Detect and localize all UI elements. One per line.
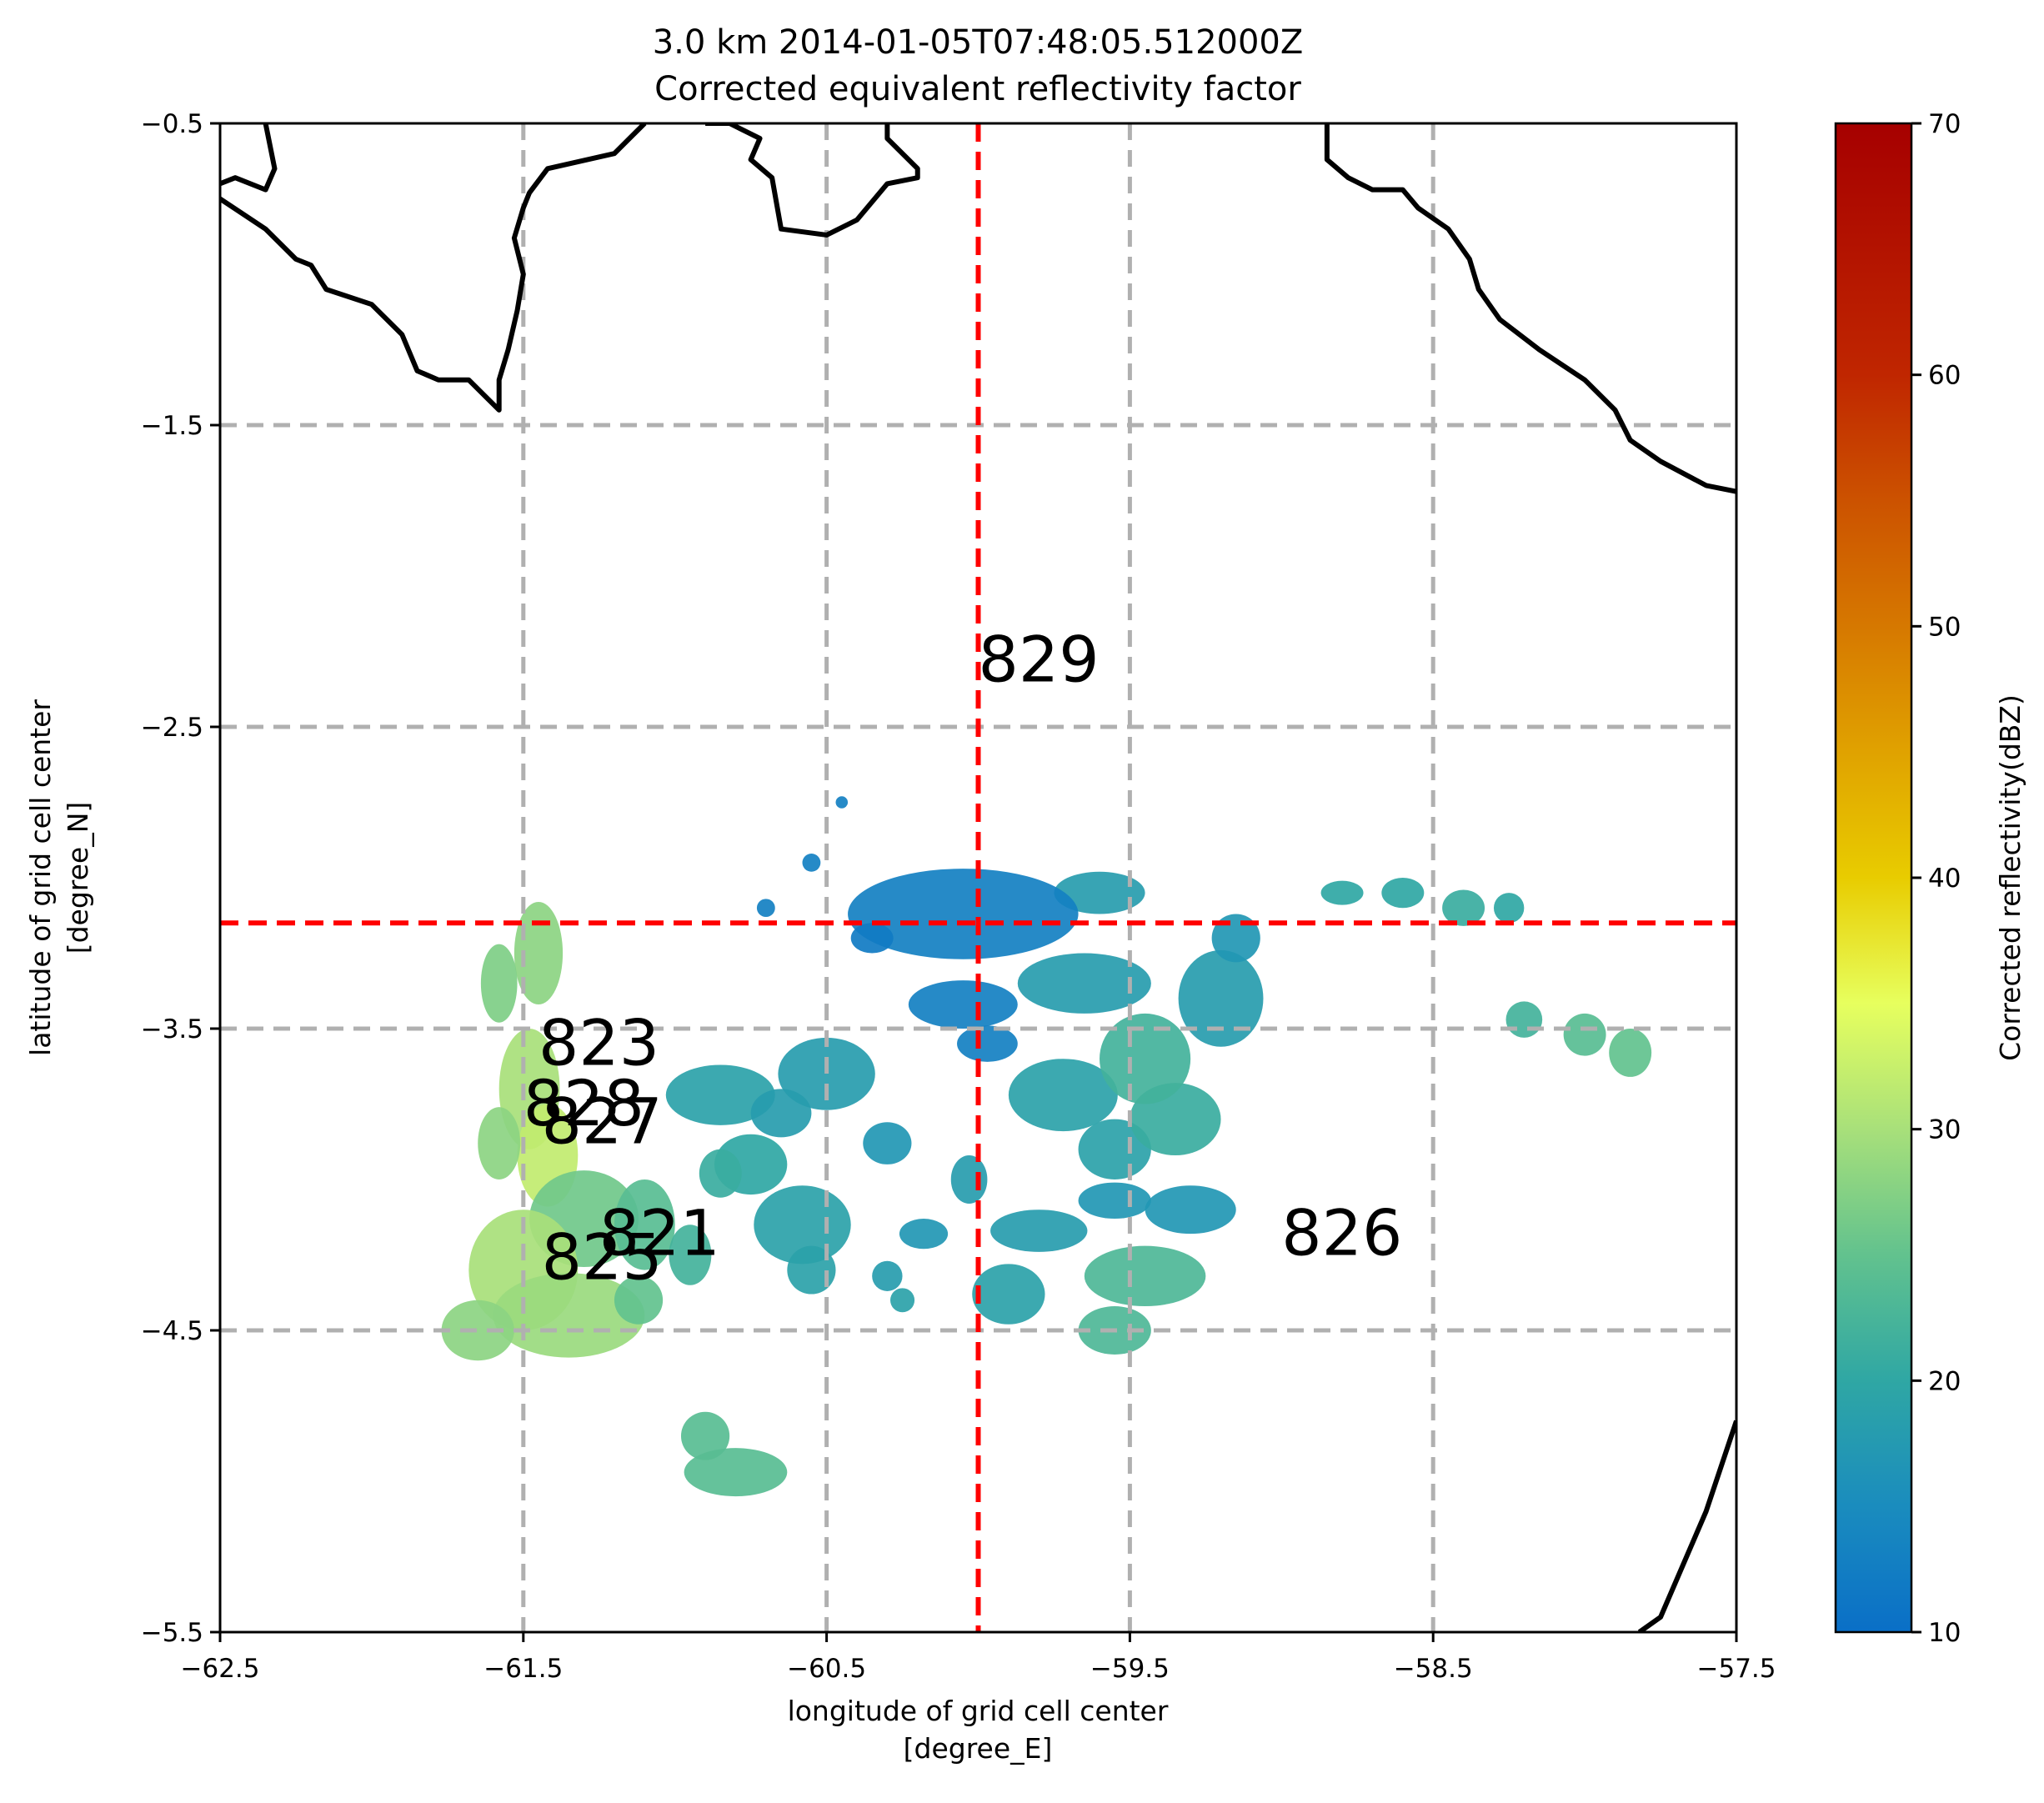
y-tick-label: −2.5	[141, 713, 203, 743]
x-tick-label: −58.5	[1394, 1654, 1473, 1684]
echo-cell	[848, 869, 1079, 959]
y-tick-label: −1.5	[141, 411, 203, 441]
echo-cell	[1017, 953, 1151, 1014]
cell-label: 823	[539, 1005, 659, 1079]
colorbar-label: Corrected reflectivity(dBZ)	[1994, 694, 2026, 1061]
colorbar-tick-label: 60	[1928, 361, 1961, 391]
x-tick-label: −57.5	[1697, 1654, 1776, 1684]
echo-cell	[802, 854, 821, 872]
echo-cell	[478, 1107, 521, 1180]
plot-frame	[218, 122, 1738, 1634]
cell-label: 826	[1281, 1196, 1402, 1270]
coastline	[1324, 123, 1736, 494]
y-tick-label: −4.5	[141, 1316, 203, 1346]
echo-cell	[514, 901, 564, 1005]
coastline	[1637, 1420, 1736, 1632]
echo-cell	[850, 923, 894, 954]
coastline	[705, 123, 920, 238]
coastline	[220, 123, 647, 413]
echo-cell	[778, 1037, 875, 1110]
echo-cell	[957, 1025, 1018, 1062]
echo-cell	[699, 1149, 742, 1198]
echo-cell	[669, 1225, 712, 1285]
cell-label: 825	[542, 1220, 663, 1294]
colorbar	[1834, 122, 1913, 1634]
colorbar-tick-label: 50	[1928, 612, 1961, 642]
cell-label: 821	[599, 1196, 720, 1270]
echo-cell	[872, 1260, 903, 1291]
echo-cell	[750, 1089, 812, 1138]
x-tick-label: −61.5	[483, 1654, 563, 1684]
echo-cell	[1493, 893, 1525, 924]
echo-cell	[1078, 1182, 1151, 1220]
echo-cell	[684, 1448, 788, 1497]
chart-title: 3.0 km 2014-01-05T07:48:05.512000Z	[653, 23, 1304, 62]
echo-cell	[1563, 1013, 1606, 1056]
echo-cell	[493, 1273, 645, 1358]
coastline	[220, 123, 278, 193]
boundary-layer	[220, 123, 1736, 1632]
x-tick-label: −62.5	[181, 1654, 260, 1684]
echo-cell	[950, 1155, 988, 1204]
echo-cell	[680, 1411, 730, 1460]
echo-cell	[990, 1210, 1088, 1252]
cell-label: 827	[542, 1084, 663, 1159]
cell-label: 829	[979, 623, 1100, 697]
echo-cell	[480, 944, 518, 1023]
echo-cell	[1505, 1001, 1543, 1038]
x-axis-unit: [degree_E]	[904, 1732, 1053, 1765]
echo-cell	[787, 1245, 836, 1295]
echo-cell	[863, 1122, 912, 1164]
y-tick-label: −3.5	[141, 1014, 203, 1044]
x-tick-label: −59.5	[1090, 1654, 1170, 1684]
echo-cell	[756, 899, 775, 918]
x-tick-label: −60.5	[787, 1654, 866, 1684]
echo-cell	[614, 1179, 675, 1270]
x-axis-label: longitude of grid cell center	[788, 1695, 1169, 1727]
echo-cell	[665, 1064, 775, 1125]
chart-subtitle: Corrected equivalent reflectivity factor	[654, 70, 1301, 108]
y-tick-label: −0.5	[141, 109, 203, 139]
echo-cell	[1320, 880, 1364, 905]
echo-cell	[1084, 1245, 1206, 1307]
y-axis-label: latitude of grid cell center	[24, 699, 57, 1056]
colorbar-ticks: 10 20 30 40 50 60 70	[1911, 109, 1961, 1648]
echo-cell	[1100, 1013, 1191, 1104]
echo-cell	[441, 1300, 514, 1361]
echo-cell	[835, 796, 849, 809]
colorbar-tick-label: 10	[1928, 1618, 1961, 1648]
echo-cell	[1178, 949, 1264, 1047]
x-axis-ticks: −62.5 −61.5 −60.5 −59.5 −58.5 −57.5	[181, 1632, 1776, 1684]
cell-label: 828	[524, 1066, 644, 1140]
echo-cell	[614, 1275, 664, 1325]
crosshair-layer	[220, 123, 1736, 1632]
echo-cell	[1442, 889, 1485, 926]
y-tick-label: −5.5	[141, 1618, 203, 1648]
colorbar-tick-label: 70	[1928, 109, 1961, 139]
echo-cell	[899, 1219, 949, 1250]
y-axis-ticks: −0.5 −1.5 −2.5 −3.5 −4.5 −5.5	[141, 109, 220, 1648]
echo-cell	[1008, 1059, 1118, 1132]
colorbar-tick-label: 30	[1928, 1115, 1961, 1145]
echo-cell	[1211, 914, 1260, 963]
echo-cell	[972, 1264, 1045, 1325]
echo-cell	[908, 980, 1018, 1029]
colorbar-tick-label: 40	[1928, 864, 1961, 894]
y-axis-unit: [degree_N]	[62, 802, 94, 954]
echo-cell	[1609, 1029, 1652, 1077]
echo-cell	[1381, 878, 1425, 909]
echo-cell	[1145, 1185, 1236, 1235]
colorbar-tick-label: 20	[1928, 1366, 1961, 1396]
echo-cell	[889, 1288, 915, 1313]
echo-cell	[1078, 1119, 1151, 1180]
echo-cell	[1054, 871, 1145, 914]
